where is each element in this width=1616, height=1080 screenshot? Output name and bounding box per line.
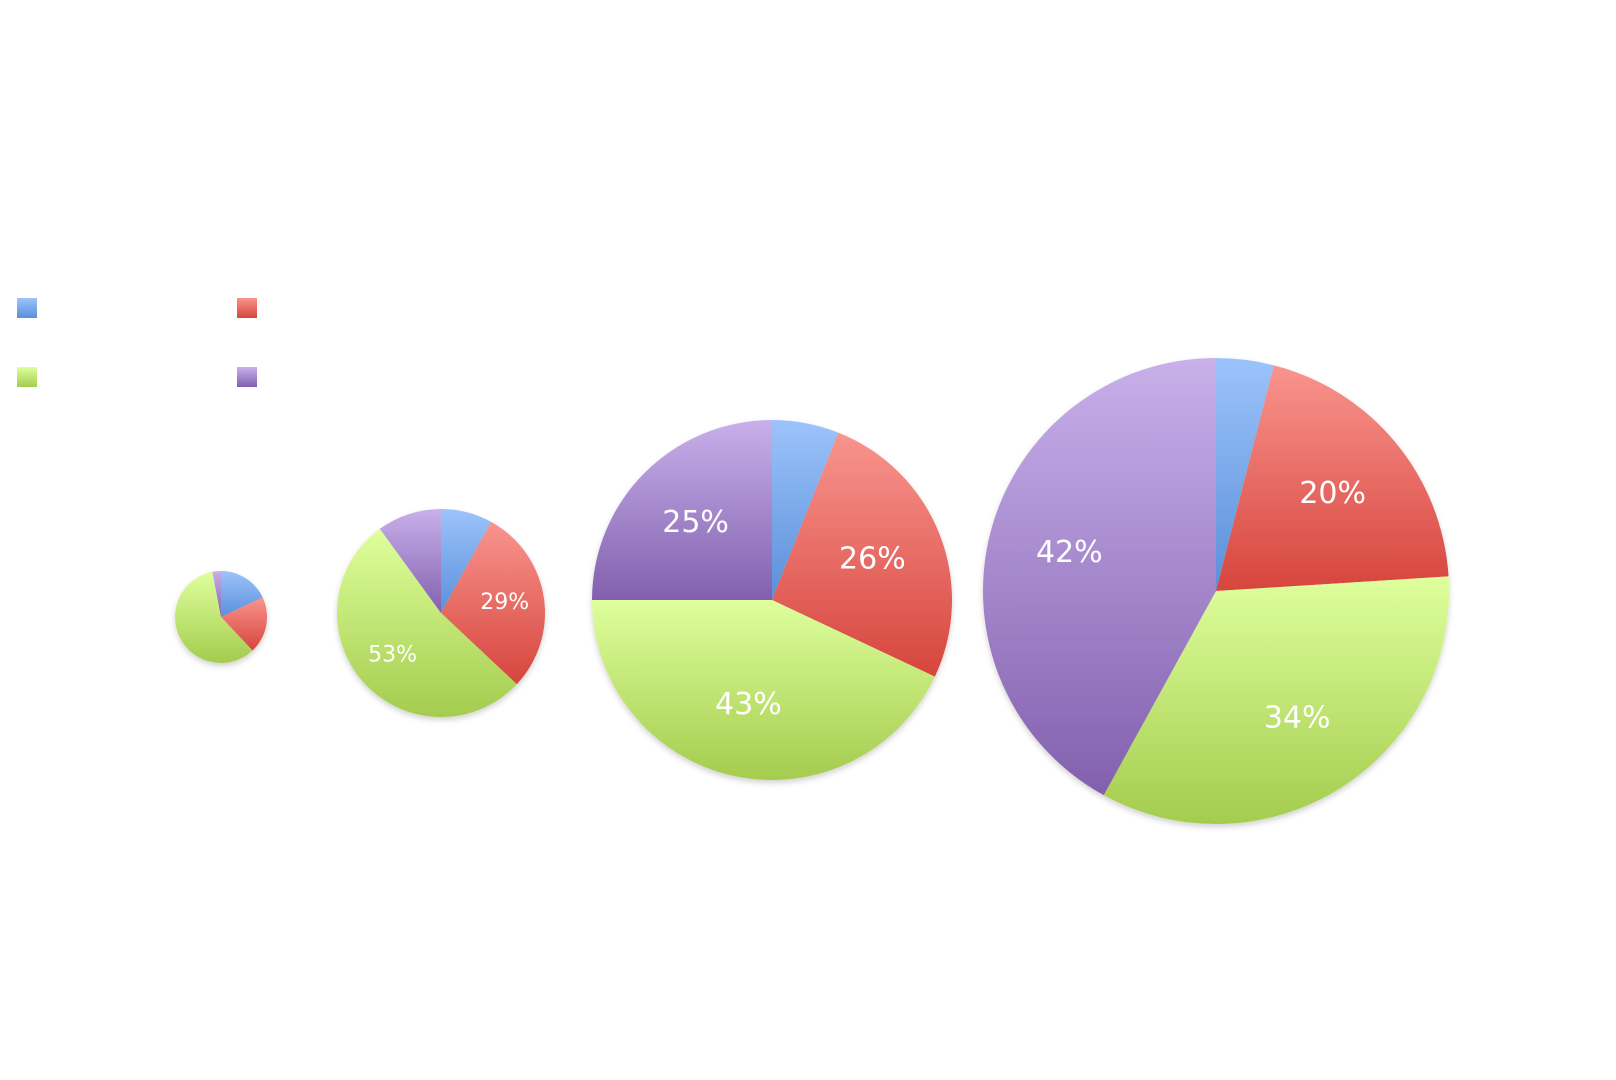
pie-3-slice-series-3 bbox=[591, 600, 935, 781]
pie-2-slice-label-series-2: 29% bbox=[480, 590, 529, 615]
pie-3-slice-label-series-2: 26% bbox=[839, 542, 906, 577]
pie-chart-3-labels: 26% 43% 25% bbox=[662, 505, 905, 722]
pie-4-slice-label-series-3: 34% bbox=[1264, 700, 1331, 735]
pie-1-slice-series-3 bbox=[175, 571, 253, 663]
pie-1-slice-series-1 bbox=[221, 571, 263, 617]
pie-2-slice-series-1 bbox=[441, 509, 492, 613]
pie-4-slice-label-series-2: 20% bbox=[1299, 476, 1366, 511]
pie-3-slice-series-2 bbox=[772, 432, 953, 677]
legend bbox=[17, 298, 257, 387]
pie-chart-4 bbox=[982, 358, 1449, 825]
pie-chart-1 bbox=[175, 571, 267, 663]
pie-4-slice-series-4 bbox=[982, 358, 1216, 796]
pie-3-slice-series-4 bbox=[592, 420, 772, 600]
pie-2-slice-series-4 bbox=[379, 508, 441, 613]
legend-swatch-series-2 bbox=[237, 298, 257, 318]
pie-chart-4-labels: 20% 34% 42% bbox=[1036, 476, 1366, 735]
pie-3-slice-label-series-4: 25% bbox=[662, 505, 729, 540]
pie-chart-2 bbox=[336, 508, 545, 718]
pie-4-slice-label-series-4: 42% bbox=[1036, 535, 1103, 570]
pie-3-slice-series-1 bbox=[772, 420, 839, 600]
pie-4-slice-series-1 bbox=[1216, 358, 1274, 591]
pie-2-slice-label-series-3: 53% bbox=[368, 643, 417, 668]
pie-chart-2-labels: 29% 53% bbox=[368, 590, 529, 668]
legend-item-series-1 bbox=[17, 298, 37, 318]
legend-swatch-series-3 bbox=[17, 367, 37, 387]
pie-4-slice-series-2 bbox=[1216, 365, 1449, 591]
pie-4-slice-series-3 bbox=[1103, 576, 1449, 825]
pie-1-slice-series-2 bbox=[221, 597, 267, 651]
legend-swatch-series-4 bbox=[237, 367, 257, 387]
legend-item-series-4 bbox=[237, 367, 257, 387]
pie-charts: 29% 53% 26% 43% 25% 20% 34% 42% bbox=[175, 358, 1449, 825]
pie-3-slice-label-series-3: 43% bbox=[715, 687, 782, 722]
pie-2-slice-series-3 bbox=[336, 528, 517, 718]
legend-item-series-3 bbox=[17, 367, 37, 387]
legend-swatch-series-1 bbox=[17, 298, 37, 318]
pie-2-slice-series-2 bbox=[441, 521, 545, 685]
legend-item-series-2 bbox=[237, 298, 257, 318]
pie-1-slice-series-4 bbox=[212, 571, 221, 617]
pie-chart-3 bbox=[591, 420, 953, 781]
